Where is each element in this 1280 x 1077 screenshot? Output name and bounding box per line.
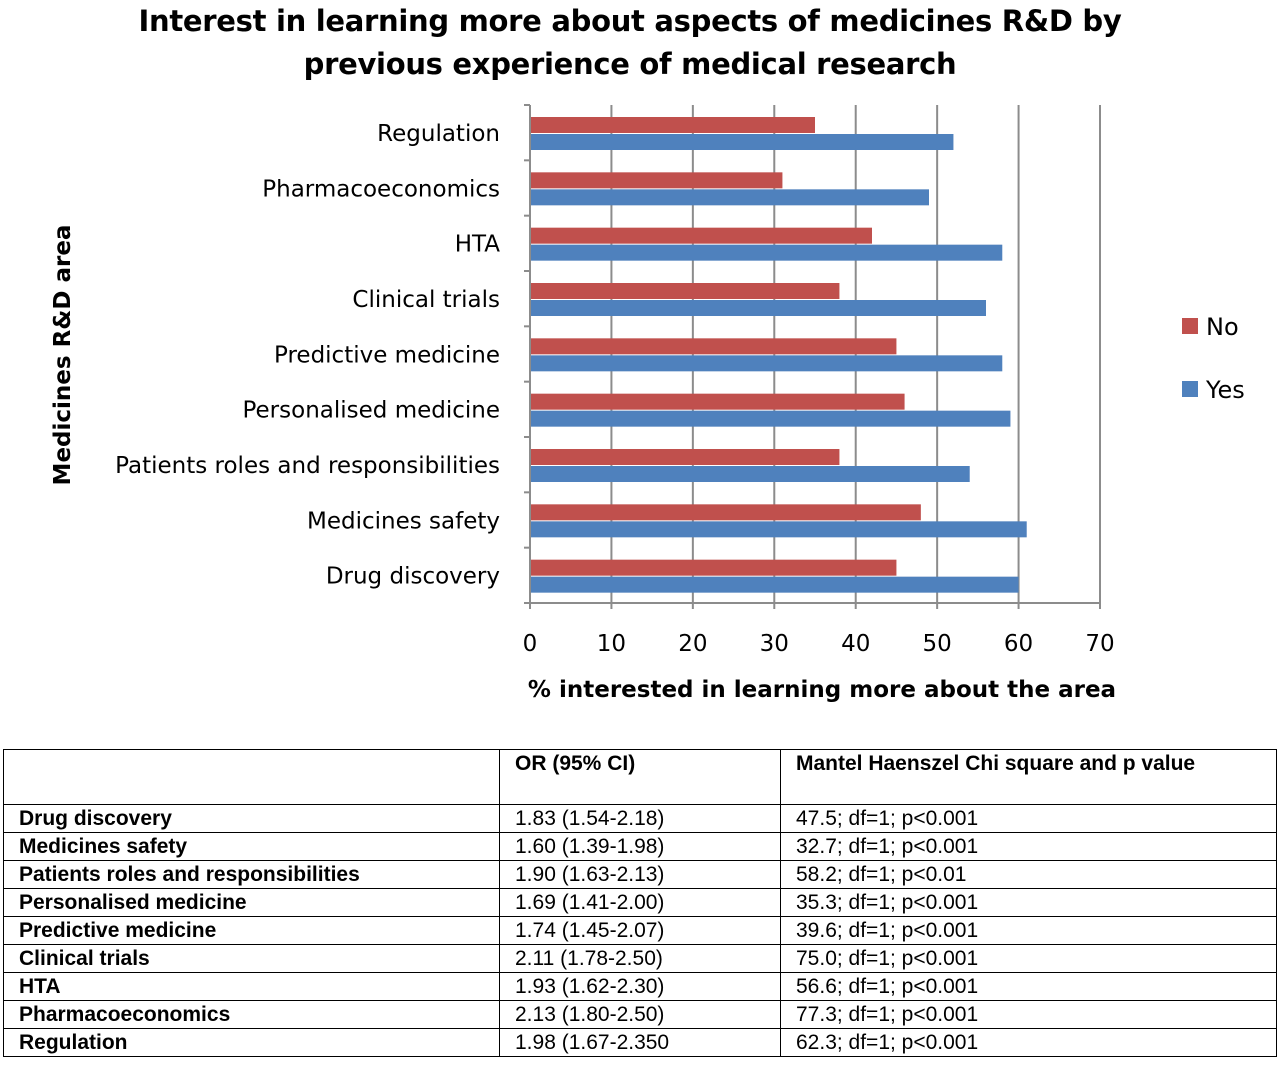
table-cell-chi: 47.5; df=1; p<0.001 — [780, 804, 1277, 833]
table-cell-area: Patients roles and responsibilities — [3, 860, 500, 889]
x-tick-label: 10 — [597, 631, 626, 657]
table-header-or: OR (95% CI) — [499, 749, 781, 805]
category-label: Patients roles and responsibilities — [115, 453, 500, 479]
table-cell-area: Personalised medicine — [3, 888, 500, 917]
results-table: OR (95% CI) Mantel Haenszel Chi square a… — [3, 749, 1277, 1057]
category-label: Predictive medicine — [274, 342, 500, 368]
table-cell-chi: 56.6; df=1; p<0.001 — [780, 972, 1277, 1001]
category-label: Medicines safety — [307, 508, 500, 534]
table-cell-chi: 39.6; df=1; p<0.001 — [780, 916, 1277, 945]
chart-title-line-2: previous experience of medical research — [303, 47, 957, 81]
x-tick-label: 50 — [923, 631, 952, 657]
bar-yes — [530, 355, 1003, 372]
legend-swatch-yes — [1182, 381, 1198, 397]
bar-no — [530, 283, 840, 299]
table-row: Medicines safety 1.60 (1.39-1.98) 32.7; df… — [3, 832, 1277, 861]
bar-no — [530, 504, 921, 521]
legend: No Yes — [1182, 313, 1245, 404]
table-cell-area: Pharmacoeconomics — [3, 1000, 500, 1029]
category-label: Pharmacoeconomics — [262, 176, 500, 202]
table-cell-or: 1.93 (1.62-2.30) — [499, 972, 781, 1001]
x-tick-label: 70 — [1085, 631, 1114, 657]
x-axis-title: % interested in learning more about the … — [528, 677, 1116, 703]
chart-title-line-1: Interest in learning more about aspects … — [138, 4, 1122, 38]
table-cell-area: Clinical trials — [3, 944, 500, 973]
category-label: HTA — [455, 232, 501, 258]
table-row: Patients roles and responsibilities 1.90 … — [3, 860, 1277, 889]
table-cell-or: 1.60 (1.39-1.98) — [499, 832, 781, 861]
category-label: Clinical trials — [352, 287, 500, 313]
table-row: Drug discovery 1.83 (1.54-2.18) 47.5; df=1… — [3, 804, 1277, 833]
table-header-row: OR (95% CI) Mantel Haenszel Chi square a… — [3, 749, 1277, 805]
table-body: OR (95% CI) Mantel Haenszel Chi square a… — [3, 749, 1277, 1057]
x-tick-label: 20 — [678, 631, 707, 657]
table-cell-or: 2.11 (1.78-2.50) — [499, 944, 781, 973]
table-cell-or: 1.98 (1.67-2.350 — [499, 1028, 781, 1057]
bar-yes — [530, 410, 1011, 427]
table-row: Personalised medicine 1.69 (1.41-2.00) 35.… — [3, 888, 1277, 917]
category-label: Drug discovery — [326, 564, 500, 590]
x-tick-label: 60 — [1004, 631, 1033, 657]
table-cell-area: HTA — [3, 972, 500, 1001]
x-tick-label: 0 — [523, 631, 538, 657]
table-cell-or: 1.74 (1.45-2.07) — [499, 916, 781, 945]
bar-yes — [530, 300, 986, 316]
bar-yes — [530, 189, 929, 206]
legend-label-no: No — [1206, 313, 1239, 341]
table-row: Pharmacoeconomics 2.13 (1.80-2.50) 77.3; d… — [3, 1000, 1277, 1029]
table-cell-area: Drug discovery — [3, 804, 500, 833]
table-cell-chi: 58.2; df=1; p<0.01 — [780, 860, 1277, 889]
bar-no — [530, 172, 783, 189]
axes — [524, 104, 1101, 609]
bar-yes — [530, 466, 970, 482]
table-cell-chi: 35.3; df=1; p<0.001 — [780, 888, 1277, 917]
y-axis-title: Medicines R&D area — [50, 225, 76, 486]
table-cell-or: 1.90 (1.63-2.13) — [499, 860, 781, 889]
labels: 0 10 20 30 40 50 60 70 Drug discovery Medicines s… — [115, 121, 1114, 657]
table-row: Regulation 1.98 (1.67-2.350 62.3; df=1; p<… — [3, 1028, 1277, 1057]
bar-yes — [530, 134, 954, 150]
table-row: Clinical trials 2.11 (1.78-2.50) 75.0; df=… — [3, 944, 1277, 973]
chart-title: Interest in learning more about aspects … — [0, 0, 1260, 86]
table-cell-or: 1.69 (1.41-2.00) — [499, 888, 781, 917]
table-cell-chi: 75.0; df=1; p<0.001 — [780, 944, 1277, 973]
table-cell-or: 2.13 (1.80-2.50) — [499, 1000, 781, 1029]
table-cell-or: 1.83 (1.54-2.18) — [499, 804, 781, 833]
bar-no — [530, 227, 872, 244]
legend-label-yes: Yes — [1205, 376, 1245, 404]
legend-swatch-no — [1182, 318, 1198, 334]
table-cell-area: Medicines safety — [3, 832, 500, 861]
x-tick-label: 40 — [841, 631, 870, 657]
table-cell-area: Predictive medicine — [3, 916, 500, 945]
bar-no — [530, 393, 905, 410]
bar-yes — [530, 521, 1027, 538]
bar-no — [530, 117, 815, 133]
x-tick-label: 30 — [760, 631, 789, 657]
table-header-chi: Mantel Haenszel Chi square and p value — [780, 749, 1277, 805]
bar-yes — [530, 576, 1019, 593]
table-row: HTA 1.93 (1.62-2.30) 56.6; df=1; p<0.001 — [3, 972, 1277, 1001]
bar-no — [530, 449, 840, 465]
table-cell-chi: 62.3; df=1; p<0.001 — [780, 1028, 1277, 1057]
table-cell-chi: 32.7; df=1; p<0.001 — [780, 832, 1277, 861]
table-cell-chi: 77.3; df=1; p<0.001 — [780, 1000, 1277, 1029]
table-cell-area: Regulation — [3, 1028, 500, 1057]
table-row: Predictive medicine 1.74 (1.45-2.07) 39.6;… — [3, 916, 1277, 945]
table-header-area — [3, 749, 500, 805]
category-label: Personalised medicine — [242, 398, 500, 424]
bar-no — [530, 338, 897, 355]
bar-chart: 0 10 20 30 40 50 60 70 Drug discovery Medicines s… — [50, 104, 1245, 703]
bar-yes — [530, 244, 1003, 261]
category-label: Regulation — [377, 121, 500, 147]
bar-no — [530, 559, 897, 576]
bars — [530, 117, 1027, 593]
